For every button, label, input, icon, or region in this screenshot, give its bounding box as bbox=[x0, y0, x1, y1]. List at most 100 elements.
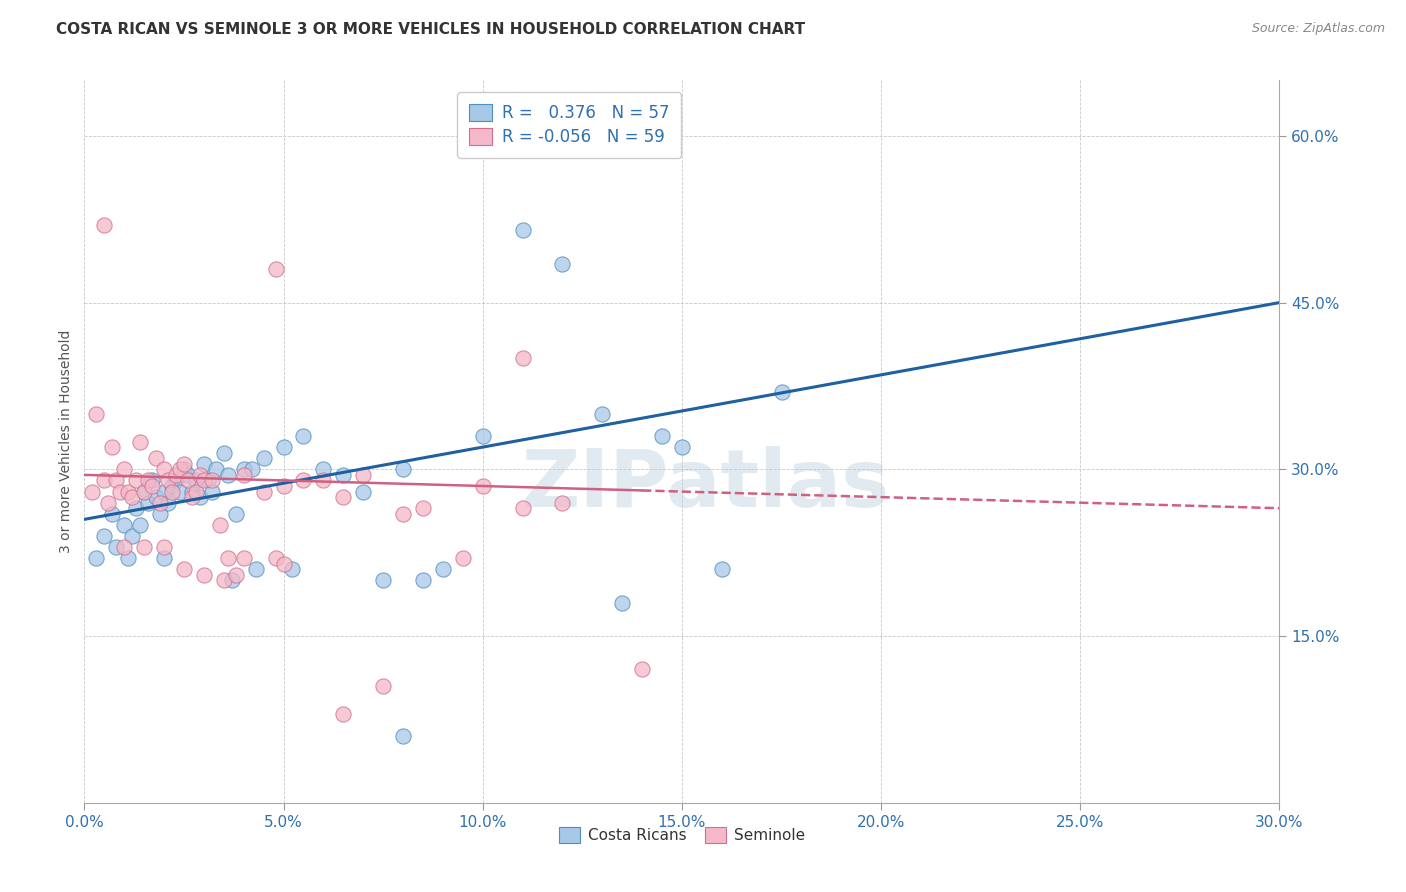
Point bbox=[112, 540, 135, 554]
Point bbox=[121, 490, 143, 504]
Point bbox=[232, 467, 254, 482]
Point bbox=[392, 507, 415, 521]
Point bbox=[141, 479, 163, 493]
Point bbox=[212, 574, 235, 588]
Point bbox=[208, 517, 231, 532]
Text: Source: ZipAtlas.com: Source: ZipAtlas.com bbox=[1251, 22, 1385, 36]
Point bbox=[136, 496, 159, 510]
Point bbox=[173, 562, 195, 576]
Point bbox=[136, 474, 159, 488]
Legend: Costa Ricans, Seminole: Costa Ricans, Seminole bbox=[553, 822, 811, 849]
Point bbox=[373, 574, 395, 588]
Point bbox=[177, 467, 200, 482]
Point bbox=[312, 474, 335, 488]
Point bbox=[160, 484, 183, 499]
Point bbox=[591, 407, 613, 421]
Point bbox=[101, 507, 124, 521]
Point bbox=[671, 440, 693, 454]
Point bbox=[112, 462, 135, 476]
Point bbox=[471, 429, 494, 443]
Point bbox=[412, 574, 434, 588]
Point bbox=[710, 562, 733, 576]
Point bbox=[169, 462, 191, 476]
Point bbox=[292, 474, 315, 488]
Point bbox=[332, 467, 354, 482]
Point bbox=[232, 551, 254, 566]
Point bbox=[217, 551, 239, 566]
Point bbox=[264, 551, 287, 566]
Point bbox=[551, 257, 574, 271]
Point bbox=[165, 474, 187, 488]
Point bbox=[205, 462, 228, 476]
Point bbox=[225, 507, 247, 521]
Point bbox=[451, 551, 474, 566]
Point bbox=[631, 662, 654, 676]
Point bbox=[121, 529, 143, 543]
Point bbox=[292, 429, 315, 443]
Point bbox=[105, 540, 128, 554]
Point bbox=[188, 490, 211, 504]
Point bbox=[217, 467, 239, 482]
Point bbox=[173, 457, 195, 471]
Point bbox=[412, 501, 434, 516]
Point bbox=[149, 496, 172, 510]
Point bbox=[97, 496, 120, 510]
Point bbox=[352, 467, 374, 482]
Point bbox=[177, 474, 200, 488]
Point bbox=[86, 551, 108, 566]
Point bbox=[184, 474, 207, 488]
Point bbox=[165, 467, 187, 482]
Point bbox=[392, 729, 415, 743]
Point bbox=[273, 557, 295, 571]
Point bbox=[332, 490, 354, 504]
Point bbox=[153, 484, 176, 499]
Point bbox=[157, 474, 180, 488]
Point bbox=[153, 551, 176, 566]
Point bbox=[117, 484, 139, 499]
Point bbox=[173, 462, 195, 476]
Point bbox=[245, 562, 267, 576]
Point bbox=[512, 501, 534, 516]
Y-axis label: 3 or more Vehicles in Household: 3 or more Vehicles in Household bbox=[59, 330, 73, 553]
Point bbox=[273, 440, 295, 454]
Point bbox=[132, 484, 156, 499]
Point bbox=[184, 484, 207, 499]
Point bbox=[221, 574, 243, 588]
Point bbox=[125, 474, 148, 488]
Point bbox=[201, 484, 224, 499]
Point bbox=[169, 484, 191, 499]
Point bbox=[471, 479, 494, 493]
Text: COSTA RICAN VS SEMINOLE 3 OR MORE VEHICLES IN HOUSEHOLD CORRELATION CHART: COSTA RICAN VS SEMINOLE 3 OR MORE VEHICL… bbox=[56, 22, 806, 37]
Point bbox=[145, 490, 167, 504]
Point bbox=[253, 451, 276, 466]
Point bbox=[110, 484, 132, 499]
Point bbox=[105, 474, 128, 488]
Point bbox=[392, 462, 415, 476]
Point bbox=[117, 551, 139, 566]
Point bbox=[512, 223, 534, 237]
Point bbox=[201, 474, 224, 488]
Point bbox=[93, 474, 115, 488]
Point bbox=[264, 262, 287, 277]
Point bbox=[141, 474, 163, 488]
Point bbox=[129, 434, 152, 449]
Point bbox=[225, 568, 247, 582]
Point bbox=[160, 479, 183, 493]
Point bbox=[129, 517, 152, 532]
Point bbox=[193, 474, 215, 488]
Point bbox=[86, 407, 108, 421]
Point bbox=[432, 562, 454, 576]
Point bbox=[770, 384, 793, 399]
Point bbox=[101, 440, 124, 454]
Point bbox=[125, 501, 148, 516]
Point bbox=[197, 474, 219, 488]
Text: ZIPatlas: ZIPatlas bbox=[522, 446, 890, 524]
Point bbox=[93, 218, 115, 232]
Point bbox=[651, 429, 673, 443]
Point bbox=[193, 457, 215, 471]
Point bbox=[232, 462, 254, 476]
Point bbox=[373, 679, 395, 693]
Point bbox=[312, 462, 335, 476]
Point bbox=[145, 451, 167, 466]
Point bbox=[188, 467, 211, 482]
